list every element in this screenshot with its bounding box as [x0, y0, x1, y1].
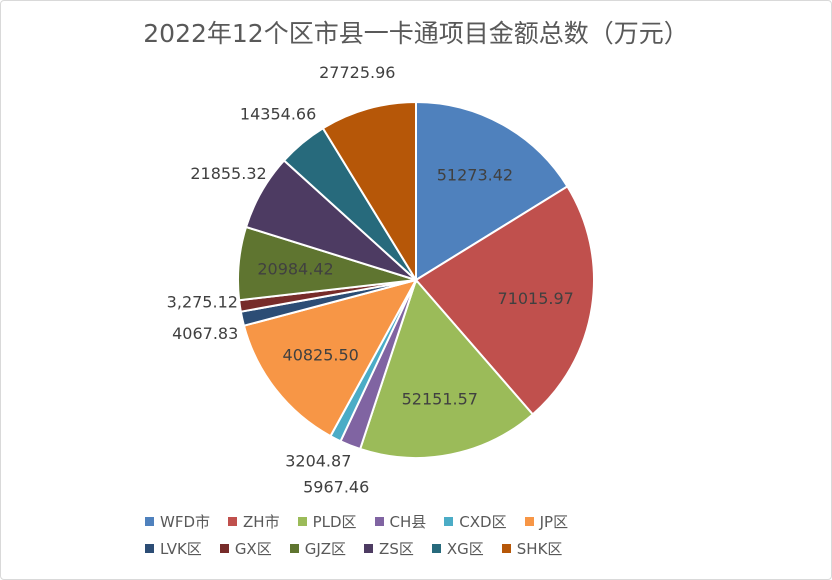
legend-item: SHK区 — [501, 538, 563, 559]
legend-swatch — [145, 517, 154, 526]
pie-slice — [415, 100, 569, 282]
legend: WFD市 ZH市 PLD区 CH县 CXD区 JP区 LVK区 GX区 GJZ区 ZS区 XG区 SH… — [145, 508, 705, 562]
data-label: 4067.83 — [172, 324, 238, 343]
legend-swatch — [289, 544, 299, 553]
legend-label: ZS区 — [379, 540, 414, 558]
data-label: 3,275.12 — [167, 293, 238, 312]
legend-item: CH县 — [374, 511, 427, 532]
legend-label: CXD区 — [459, 513, 507, 531]
legend-swatch — [297, 517, 307, 526]
legend-label: CH县 — [389, 513, 427, 531]
legend-item: XG区 — [431, 538, 484, 559]
legend-label: XG区 — [446, 540, 484, 558]
legend-label: JP区 — [539, 513, 569, 531]
data-label: 20984.42 — [257, 260, 333, 279]
legend-swatch — [374, 517, 384, 526]
legend-label: PLD区 — [312, 513, 357, 531]
legend-label: WFD市 — [160, 513, 211, 531]
data-label: 3204.87 — [285, 452, 351, 471]
data-label: 40825.50 — [283, 346, 359, 365]
data-label: 51273.42 — [437, 165, 513, 184]
legend-swatch — [219, 544, 229, 553]
data-label: 5967.46 — [303, 478, 369, 497]
legend-swatch — [524, 517, 534, 526]
legend-row: WFD市 ZH市 PLD区 CH县 CXD区 JP区 — [145, 508, 705, 535]
pie-slice — [414, 185, 596, 416]
legend-item: WFD市 — [145, 511, 210, 532]
pie-slice — [242, 278, 418, 438]
legend-swatch — [145, 544, 154, 553]
legend-swatch — [431, 544, 441, 553]
legend-item: ZH市 — [228, 511, 280, 532]
chart-title: 2022年12个区市县一卡通项目金额总数（万元） — [143, 19, 689, 48]
legend-item: CXD区 — [444, 511, 507, 532]
legend-label: GX区 — [234, 540, 272, 558]
legend-swatch — [501, 544, 511, 553]
data-label: 14354.66 — [240, 105, 316, 124]
legend-item: GX区 — [219, 538, 272, 559]
legend-item: GJZ区 — [289, 538, 347, 559]
pie-slice — [321, 100, 417, 284]
pie-slice — [358, 278, 535, 459]
data-label: 27725.96 — [319, 63, 395, 82]
legend-row: LVK区 GX区 GJZ区 ZS区 XG区 SHK区 — [145, 535, 705, 562]
legend-label: GJZ区 — [304, 540, 347, 558]
legend-swatch — [228, 517, 238, 526]
legend-item: ZS区 — [364, 538, 414, 559]
legend-label: LVK区 — [160, 540, 202, 558]
legend-label: ZH市 — [243, 513, 280, 531]
legend-item: JP区 — [524, 511, 569, 532]
data-label: 71015.97 — [498, 289, 574, 308]
legend-item: LVK区 — [145, 538, 202, 559]
legend-swatch — [364, 544, 374, 553]
legend-label: SHK区 — [516, 540, 563, 558]
data-label: 52151.57 — [402, 390, 478, 409]
data-label: 21855.32 — [190, 164, 266, 183]
legend-item: PLD区 — [297, 511, 357, 532]
legend-swatch — [444, 517, 454, 526]
